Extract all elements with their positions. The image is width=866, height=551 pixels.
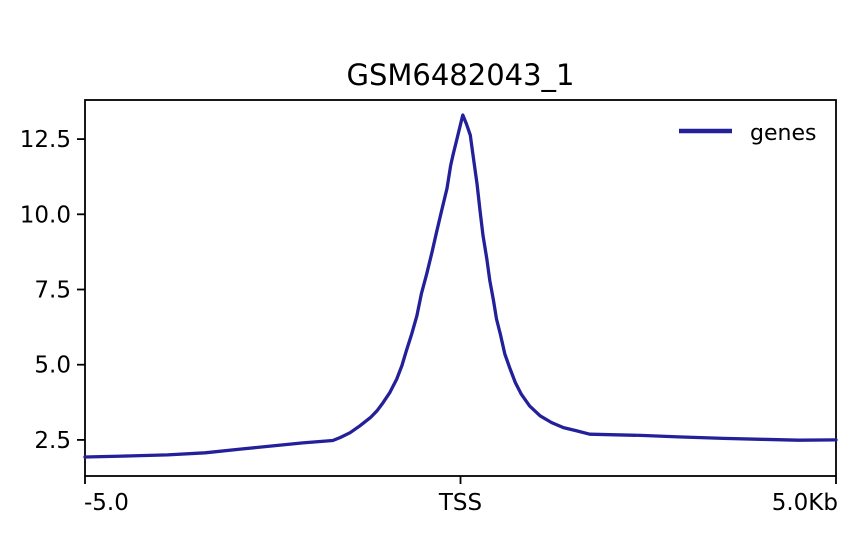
y-tick-label: 10.0 bbox=[20, 202, 71, 228]
x-tick-label: TSS bbox=[438, 490, 482, 516]
profile-series bbox=[83, 113, 838, 459]
y-tick-label: 5.0 bbox=[34, 353, 71, 379]
y-tick-label: 7.5 bbox=[34, 278, 71, 304]
x-axis: -5.0 TSS 5.0Kb bbox=[84, 476, 838, 516]
chart-title: GSM6482043_1 bbox=[346, 58, 574, 92]
y-axis: 2.5 5.0 7.5 10.0 12.5 bbox=[20, 127, 85, 454]
x-tick-label: 5.0Kb bbox=[772, 490, 838, 516]
legend: genes bbox=[679, 121, 816, 146]
genes-profile-line bbox=[83, 113, 838, 459]
y-tick-label: 12.5 bbox=[20, 127, 71, 153]
plot-border bbox=[84, 99, 837, 477]
x-tick-label: -5.0 bbox=[84, 490, 129, 516]
y-tick-label: 2.5 bbox=[34, 428, 71, 454]
legend-label: genes bbox=[750, 121, 816, 146]
plot-spines bbox=[84, 99, 837, 477]
